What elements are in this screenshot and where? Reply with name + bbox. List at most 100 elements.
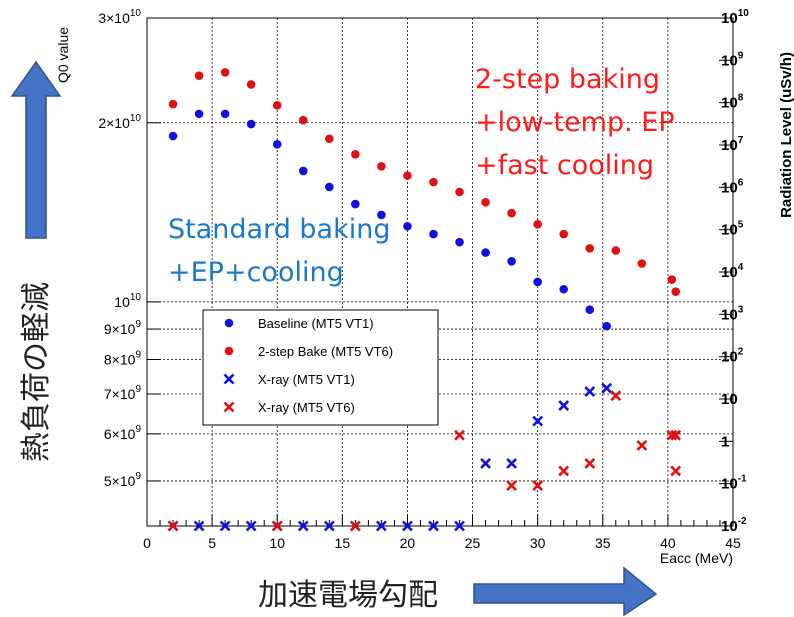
data-point [610,390,622,402]
y2-tick-label: 1 [721,433,729,450]
data-point [298,115,308,125]
data-point [481,248,490,257]
data-point [558,465,570,477]
red-annotation-line-2: +low-temp. EP [475,107,675,138]
legend-marker [224,318,234,328]
data-point [455,187,464,197]
legend-label: X-ray (MT5 VT1) [258,372,355,387]
y2-tick-label: 107 [721,135,744,154]
y2-tick-label: 108 [721,93,744,112]
x-tick-label: 40 [660,535,676,551]
x-tick-label: 20 [400,535,416,551]
data-point [167,520,179,532]
y2-tick-label: 103 [721,304,744,323]
data-point [403,171,412,180]
y2-tick-label: 109 [721,50,744,69]
data-point [637,259,647,268]
data-point [601,382,613,394]
data-point [325,134,334,144]
data-point [455,237,464,247]
x-axis-title: Eacc (MeV) [660,550,733,566]
data-point [584,386,596,397]
y2-tick-label: 106 [721,177,744,196]
right-arrow-icon [473,566,658,617]
y-tick-label: 2×1010 [98,113,141,131]
data-point [272,100,282,110]
data-point [271,520,283,532]
x-tick-label: 15 [335,535,351,551]
y-axis-title: Q0 value [55,27,71,83]
data-point [667,275,677,284]
data-point [429,177,438,187]
data-point [377,210,386,220]
data-point [272,140,282,149]
y-tick-label: 6×109 [104,424,142,442]
data-point [325,182,334,192]
x-tick-label: 30 [530,535,546,551]
legend-label: Baseline (MT5 VT1) [258,316,374,331]
data-point [403,221,412,231]
legend-box [202,309,439,426]
data-point [584,458,596,469]
data-point [611,246,621,255]
data-point [323,520,335,532]
data-point [533,277,542,287]
data-point [585,244,595,253]
data-point [219,520,231,532]
data-point [533,220,542,229]
x-tick-label: 5 [208,535,216,551]
data-point [559,229,569,239]
y-tick-label: 1010 [114,292,141,310]
x-tick-label: 0 [143,535,151,551]
legend-marker [223,401,235,413]
y-tick-label: 8×109 [104,350,142,368]
x-tick-label: 45 [725,535,741,551]
series-3 [167,390,682,532]
data-point [220,109,230,119]
y-tick-label: 3×1010 [98,8,141,26]
y-tick-label: 7×109 [104,384,142,402]
y-tick-label: 5×109 [104,471,142,489]
left-arrow-label: 熱負荷の軽減 [19,282,54,462]
data-point [168,131,178,141]
left-up-arrow: 熱負荷の軽減 [10,60,62,462]
y2-tick-label: 10-1 [721,474,747,493]
data-point [532,415,544,427]
data-point [532,480,544,492]
data-point [377,161,386,171]
x-axis: 0 5 10 15 20 25 30 35 40 45 [143,514,741,551]
blue-annotation-line-2: +EP+cooling [168,257,344,288]
data-point [168,99,178,109]
data-point [559,284,569,294]
data-point [375,520,387,532]
data-point [402,520,413,532]
blue-annotation-line-1: Standard baking [168,214,391,245]
legend-marker [224,346,234,356]
red-annotation-line-1: 2-step baking [475,64,660,95]
bottom-right-arrow: 加速電場勾配 [258,566,658,617]
data-point [636,440,648,451]
data-point [194,71,204,80]
series-0 [168,109,611,331]
data-point [585,305,595,315]
data-point [297,520,309,532]
data-point [507,256,516,266]
data-point [506,458,518,469]
legend-marker [223,373,235,385]
legend-label: 2-step Bake (MT5 VT6) [258,344,393,359]
data-point [220,68,230,77]
red-annotation-line-3: +fast cooling [475,150,654,181]
data-point [480,458,491,469]
data-point [298,166,308,176]
series-marks [167,68,682,532]
data-point [671,287,681,297]
y-tick-label: 9×109 [104,319,142,337]
data-point [351,199,360,209]
data-point [349,520,361,532]
y2-tick-label: 10-2 [721,516,747,535]
red-annotation: 2-step baking +low-temp. EP +fast coolin… [475,64,675,181]
x-tick-label: 35 [595,535,611,551]
y2-axis-title: Radiation Level (uSv/h) [778,52,794,218]
y2-tick-label: 1010 [721,8,749,27]
